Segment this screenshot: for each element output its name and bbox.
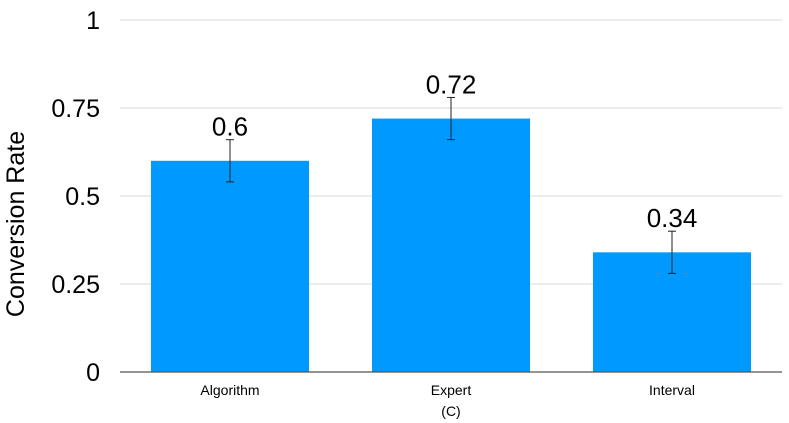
data-label-interval: 0.34 bbox=[647, 203, 698, 233]
data-label-algorithm: 0.6 bbox=[212, 112, 248, 142]
category-label-algorithm: Algorithm bbox=[200, 382, 259, 398]
data-label-expert: 0.72 bbox=[426, 69, 477, 99]
y-tick-label: 1 bbox=[86, 7, 100, 35]
error-bar-expert bbox=[447, 96, 455, 141]
category-labels: Algorithm Expert Interval bbox=[200, 382, 695, 398]
y-tick-label: 0.75 bbox=[51, 95, 100, 123]
error-bars bbox=[226, 96, 676, 274]
y-tick-label: 0.5 bbox=[65, 183, 100, 211]
error-bar-algorithm bbox=[226, 139, 234, 183]
category-label-expert: Expert bbox=[431, 382, 472, 398]
y-tick-labels: 0 0.25 0.5 0.75 1 bbox=[51, 7, 100, 387]
bar-expert bbox=[372, 118, 530, 372]
y-axis-title: Conversion Rate bbox=[2, 131, 30, 317]
category-label-interval: Interval bbox=[649, 382, 695, 398]
x-axis-title: (C) bbox=[441, 403, 460, 419]
data-labels: 0.6 0.72 0.34 bbox=[212, 69, 697, 233]
bar-algorithm bbox=[151, 160, 309, 372]
y-tick-label: 0.25 bbox=[51, 271, 100, 299]
error-bar-interval bbox=[668, 230, 676, 274]
y-tick-label: 0 bbox=[86, 359, 100, 387]
bars bbox=[151, 118, 751, 372]
